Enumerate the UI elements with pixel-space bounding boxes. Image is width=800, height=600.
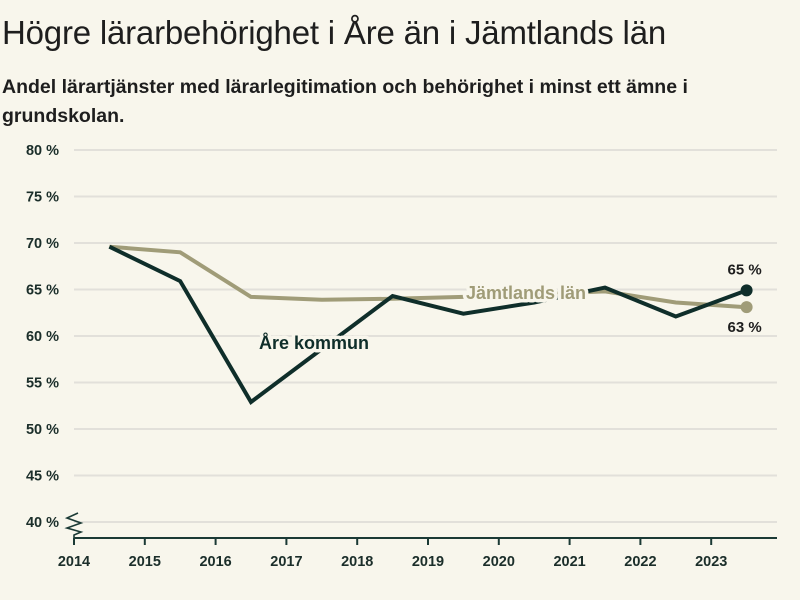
endpoint-dot-jamtland xyxy=(740,301,753,314)
x-tick-label: 2017 xyxy=(270,554,302,570)
x-tick-label: 2020 xyxy=(483,554,515,570)
y-tick-label: 60 % xyxy=(26,329,59,345)
endpoint-dot-are xyxy=(740,284,753,297)
series-line-are xyxy=(108,244,748,405)
y-tick-label: 65 % xyxy=(26,283,59,299)
x-axis: 2014 2015 2016 2017 2018 2019 2020 2021 2022 2023 xyxy=(58,537,777,570)
series-label-jamtland: Jämtlands län xyxy=(466,283,586,303)
x-tick-label: 2018 xyxy=(341,554,373,570)
series-label-are: Åre kommun xyxy=(259,333,369,353)
end-value-label-are: 65 % xyxy=(727,261,761,278)
y-tick-label: 55 % xyxy=(26,376,59,392)
y-tick-label: 50 % xyxy=(26,422,59,438)
y-tick-label: 45 % xyxy=(26,469,59,485)
x-tick-label: 2023 xyxy=(695,554,727,570)
chart-subtitle: Andel lärartjänster med lärarlegitimatio… xyxy=(2,76,688,127)
y-axis-ticks: 40 % 45 % 50 % 55 % 60 % 65 % 70 % 75 % 80 % xyxy=(26,143,84,538)
y-tick-label: 80 % xyxy=(26,143,59,159)
axis-break-icon xyxy=(64,512,84,538)
series-label-are-halo: Åre kommun xyxy=(259,333,369,353)
x-tick-label: 2016 xyxy=(199,554,231,570)
gridlines xyxy=(74,149,777,523)
x-tick-label: 2022 xyxy=(624,554,656,570)
x-tick-label: 2015 xyxy=(129,554,161,570)
y-tick-label: 40 % xyxy=(26,515,59,531)
series-line-jamtland xyxy=(109,244,747,310)
x-tick-label: 2014 xyxy=(58,554,90,570)
end-value-label-jamtland: 63 % xyxy=(727,319,761,336)
chart-title: Högre lärarbehörighet i Åre än i Jämtlan… xyxy=(2,14,666,51)
x-tick-label: 2019 xyxy=(412,554,444,570)
series-lines xyxy=(108,244,753,405)
y-tick-label: 75 % xyxy=(26,190,59,206)
series-label-jamtland-halo: Jämtlands län xyxy=(466,283,586,303)
x-tick-label: 2021 xyxy=(553,554,585,570)
y-tick-label: 70 % xyxy=(26,236,59,252)
